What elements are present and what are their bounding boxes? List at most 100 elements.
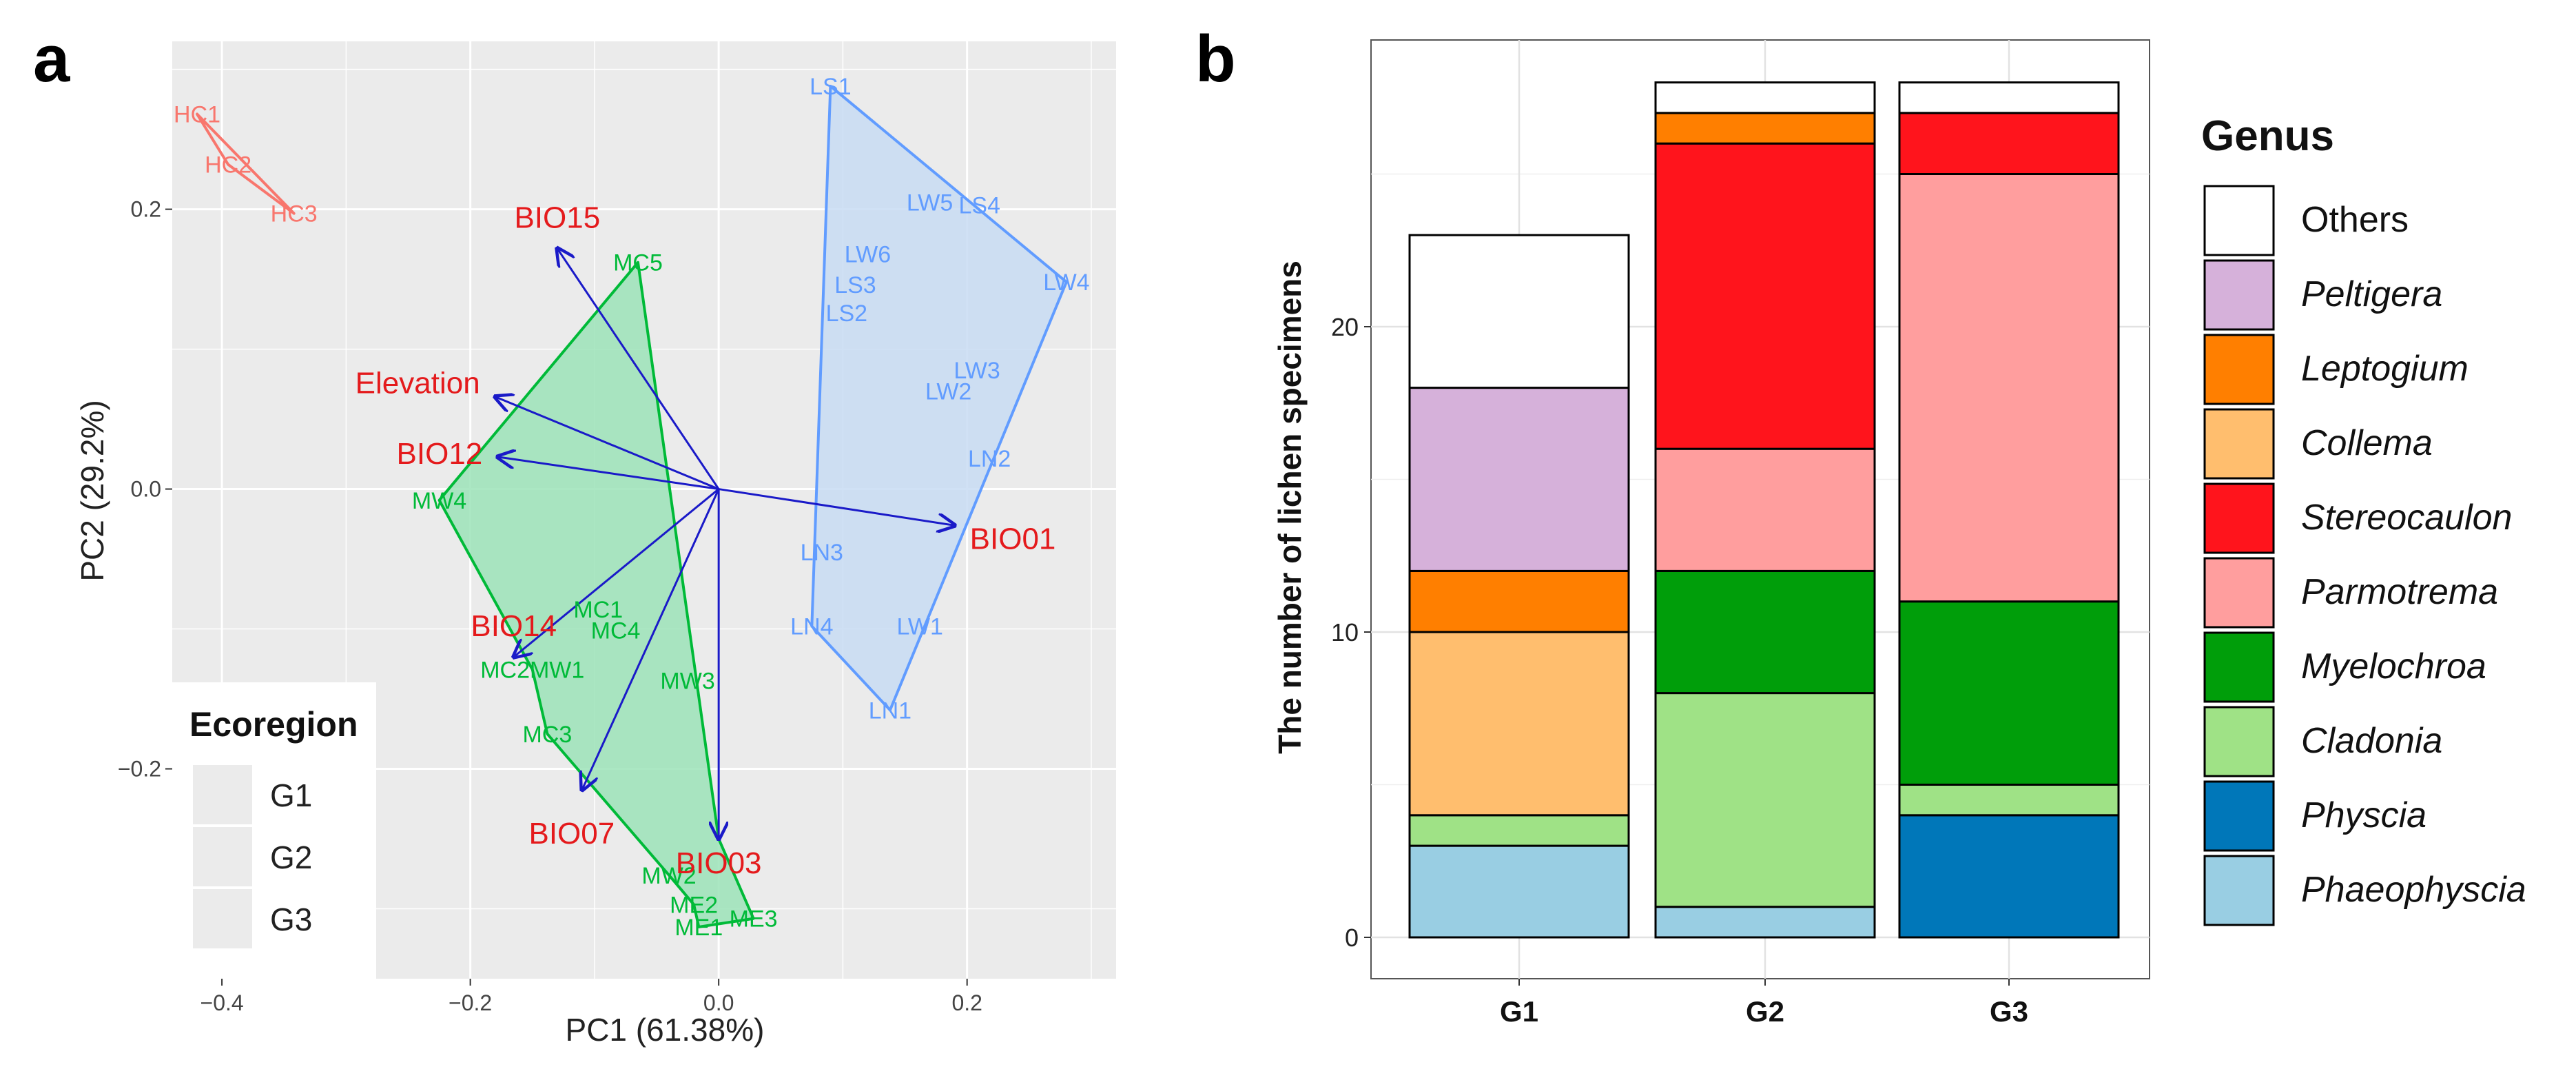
point-label-hc2: HC2 xyxy=(205,152,251,179)
x-tick-label: 0.0 xyxy=(703,990,734,1015)
pca-vectors xyxy=(495,248,955,839)
point-label-me3: ME3 xyxy=(730,906,778,933)
point-label-ls2: LS2 xyxy=(826,301,868,327)
genus-key-myelochroa xyxy=(2203,631,2275,703)
bar-g3-physcia xyxy=(1898,814,2120,939)
hull-g2 xyxy=(437,261,755,928)
vector-bio01 xyxy=(718,488,955,526)
point-label-ln2: LN2 xyxy=(968,446,1011,472)
genus-label-collema: Collema xyxy=(2301,423,2433,463)
legend-label-g2: G2 xyxy=(270,839,312,875)
genus-label-phaeophyscia: Phaeophyscia xyxy=(2301,870,2526,910)
vector-elevation xyxy=(495,397,719,490)
point-label-ln1: LN1 xyxy=(869,698,911,724)
stacked-bars xyxy=(1408,81,2120,939)
hull-g1 xyxy=(196,112,296,215)
vector-label-elevation: Elevation xyxy=(356,367,480,400)
point-label-mc1: MC1 xyxy=(573,597,623,623)
y-tick-label: 0.0 xyxy=(131,477,161,502)
genus-label-myelochroa: Myelochroa xyxy=(2301,647,2486,686)
point-label-mc5: MC5 xyxy=(613,250,663,276)
vector-label-bio14: BIO14 xyxy=(471,609,557,643)
pca-axis-ticks: −0.4 −0.2 0.0 0.2 −0.2 0.0 0.2 xyxy=(118,197,982,1015)
genus-label-others: Others xyxy=(2301,200,2409,240)
pca-y-axis-label: PC2 (29.2%) xyxy=(74,400,110,581)
point-label-ls1: LS1 xyxy=(810,74,852,100)
legend-key-g2 xyxy=(193,827,252,886)
bar-g2-phaeophyscia xyxy=(1654,906,1876,939)
genus-label-peltigera: Peltigera xyxy=(2301,274,2442,314)
legend-label-g1: G1 xyxy=(270,777,312,813)
legend-key-g1 xyxy=(193,765,252,824)
genus-key-stereocaulon xyxy=(2203,482,2275,554)
bar-g1-phaeophyscia xyxy=(1408,844,1630,939)
genus-key-cladonia xyxy=(2203,706,2275,777)
point-label-mc2mw1: MC2MW1 xyxy=(480,657,584,683)
ecoregion-legend-title: Ecoregion xyxy=(189,705,358,744)
x-tick-label: −0.4 xyxy=(200,990,244,1015)
genus-key-parmotrema xyxy=(2203,557,2275,629)
hull-g3 xyxy=(810,84,1068,712)
bar-g3-stereocaulon xyxy=(1898,112,2120,175)
bar-g2-cladonia xyxy=(1654,692,1876,908)
vector-bio15 xyxy=(557,248,720,490)
genus-legend: Genus Others Peltigera Leptogium Collema Ste… xyxy=(2201,112,2526,926)
point-label-hc1: HC1 xyxy=(174,102,220,128)
point-label-lw4: LW4 xyxy=(1043,269,1089,296)
vector-label-bio03: BIO03 xyxy=(676,846,762,880)
stacked-bar-panel: b 0 10 20 G1 G2 G3 The number of lichen speci… xyxy=(1195,22,2526,1028)
point-label-ls4: LS4 xyxy=(958,192,1000,218)
point-label-lw1: LW1 xyxy=(896,613,942,640)
point-label-hc3: HC3 xyxy=(271,201,318,227)
bar-y-tick-label: 20 xyxy=(1331,313,1359,341)
bar-x-tick-label-g2: G2 xyxy=(1746,995,1784,1028)
bar-y-tick-label: 10 xyxy=(1331,618,1359,647)
x-tick-label: −0.2 xyxy=(449,990,492,1015)
y-tick-label: −0.2 xyxy=(118,757,161,782)
genus-label-cladonia: Cladonia xyxy=(2301,721,2442,761)
genus-key-phaeophyscia xyxy=(2203,855,2275,926)
pca-x-axis-label: PC1 (61.38%) xyxy=(566,1012,765,1048)
bar-x-tick-label-g1: G1 xyxy=(1500,995,1538,1028)
pca-hulls xyxy=(196,84,1068,928)
ecoregion-legend: Ecoregion G1 G2 G3 xyxy=(172,682,376,979)
legend-key-g3 xyxy=(193,889,252,948)
point-label-lw3: LW3 xyxy=(954,358,1000,384)
point-label-ln4: LN4 xyxy=(790,613,833,640)
point-label-mc4: MC4 xyxy=(591,618,641,644)
bar-g1-peltigera xyxy=(1408,387,1630,572)
bar-g1-others xyxy=(1408,234,1630,389)
point-label-me2: ME2 xyxy=(670,892,718,918)
point-label-ls3: LS3 xyxy=(834,272,876,298)
vector-label-bio15: BIO15 xyxy=(514,201,600,234)
vector-label-bio07: BIO07 xyxy=(528,817,615,851)
point-label-me1: ME1 xyxy=(674,915,723,941)
point-label-mw3: MW3 xyxy=(660,669,714,695)
point-label-ln3: LN3 xyxy=(801,540,843,566)
point-label-mw2: MW2 xyxy=(641,863,696,889)
bar-g1-cladonia xyxy=(1408,814,1630,847)
x-tick-label: 0.2 xyxy=(951,990,982,1015)
bar-y-axis-label: The number of lichen specimens xyxy=(1272,261,1308,754)
genus-label-parmotrema: Parmotrema xyxy=(2301,572,2498,612)
vector-bio07 xyxy=(582,488,720,790)
genus-key-leptogium xyxy=(2203,334,2275,405)
bar-g1-collema xyxy=(1408,631,1630,817)
bar-axis-ticks: 0 10 20 G1 G2 G3 xyxy=(1331,313,2028,1028)
bar-g3-myelochroa xyxy=(1898,600,2120,786)
bar-g3-others xyxy=(1898,81,2120,114)
bar-x-tick-label-g3: G3 xyxy=(1990,995,2028,1028)
bar-g2-stereocaulon xyxy=(1654,142,1876,450)
point-label-mc3: MC3 xyxy=(522,722,572,748)
vector-label-bio01: BIO01 xyxy=(970,522,1056,556)
bar-g2-myelochroa xyxy=(1654,569,1876,695)
genus-key-collema xyxy=(2203,408,2275,480)
bar-y-tick-label: 0 xyxy=(1345,924,1359,952)
bar-g1-leptogium xyxy=(1408,569,1630,633)
genus-key-peltigera xyxy=(2203,259,2275,331)
point-label-lw5: LW5 xyxy=(907,190,953,216)
y-tick-label: 0.2 xyxy=(131,197,161,222)
genus-label-stereocaulon: Stereocaulon xyxy=(2301,498,2512,538)
